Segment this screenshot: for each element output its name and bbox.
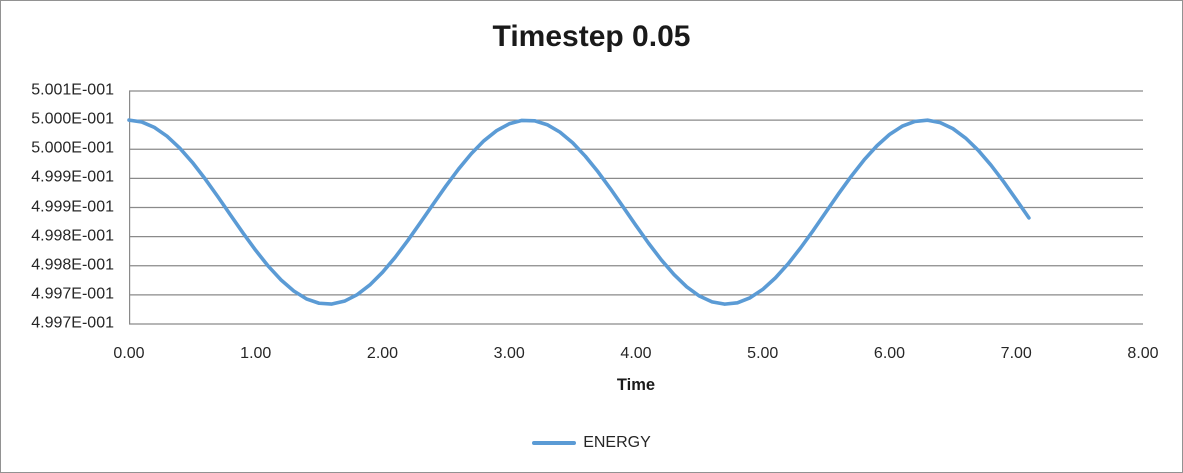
x-axis-tick-label: 6.00 bbox=[873, 345, 906, 362]
y-axis-tick-label: 4.999E-001 bbox=[31, 169, 114, 187]
legend: ENERGY bbox=[1, 433, 1182, 453]
y-axis-tick-label: 4.998E-001 bbox=[31, 256, 114, 274]
legend-series-label: ENERGY bbox=[583, 434, 651, 451]
chart-title: Timestep 0.05 bbox=[492, 20, 691, 53]
y-axis-tick-label: 4.997E-001 bbox=[31, 285, 114, 303]
y-axis-tick-label: 5.001E-001 bbox=[31, 81, 114, 99]
y-axis-tick-label: 5.000E-001 bbox=[31, 110, 114, 128]
y-axis-tick-label: 4.999E-001 bbox=[31, 198, 114, 216]
x-axis-tick-label: 8.00 bbox=[1127, 345, 1159, 362]
x-axis-tick-label: 4.00 bbox=[620, 345, 652, 362]
x-axis-tick-label: 3.00 bbox=[493, 345, 525, 362]
y-axis-tick-label: 4.997E-001 bbox=[31, 314, 114, 332]
x-axis-tick-label: 5.00 bbox=[747, 345, 779, 362]
series-line-energy bbox=[127, 118, 1031, 306]
y-axis-tick-label: 4.998E-001 bbox=[31, 227, 114, 245]
legend-line-icon bbox=[532, 441, 577, 445]
x-axis-tick-label: 2.00 bbox=[366, 345, 399, 362]
x-axis-title: Time bbox=[616, 376, 656, 394]
x-axis-tick-label: 7.00 bbox=[1000, 345, 1032, 362]
x-axis-tick-label: 0.00 bbox=[113, 345, 145, 362]
y-axis-tick-label: 5.000E-001 bbox=[31, 139, 114, 157]
plot-area bbox=[127, 90, 1143, 325]
x-axis-tick-label: 1.00 bbox=[240, 345, 272, 362]
